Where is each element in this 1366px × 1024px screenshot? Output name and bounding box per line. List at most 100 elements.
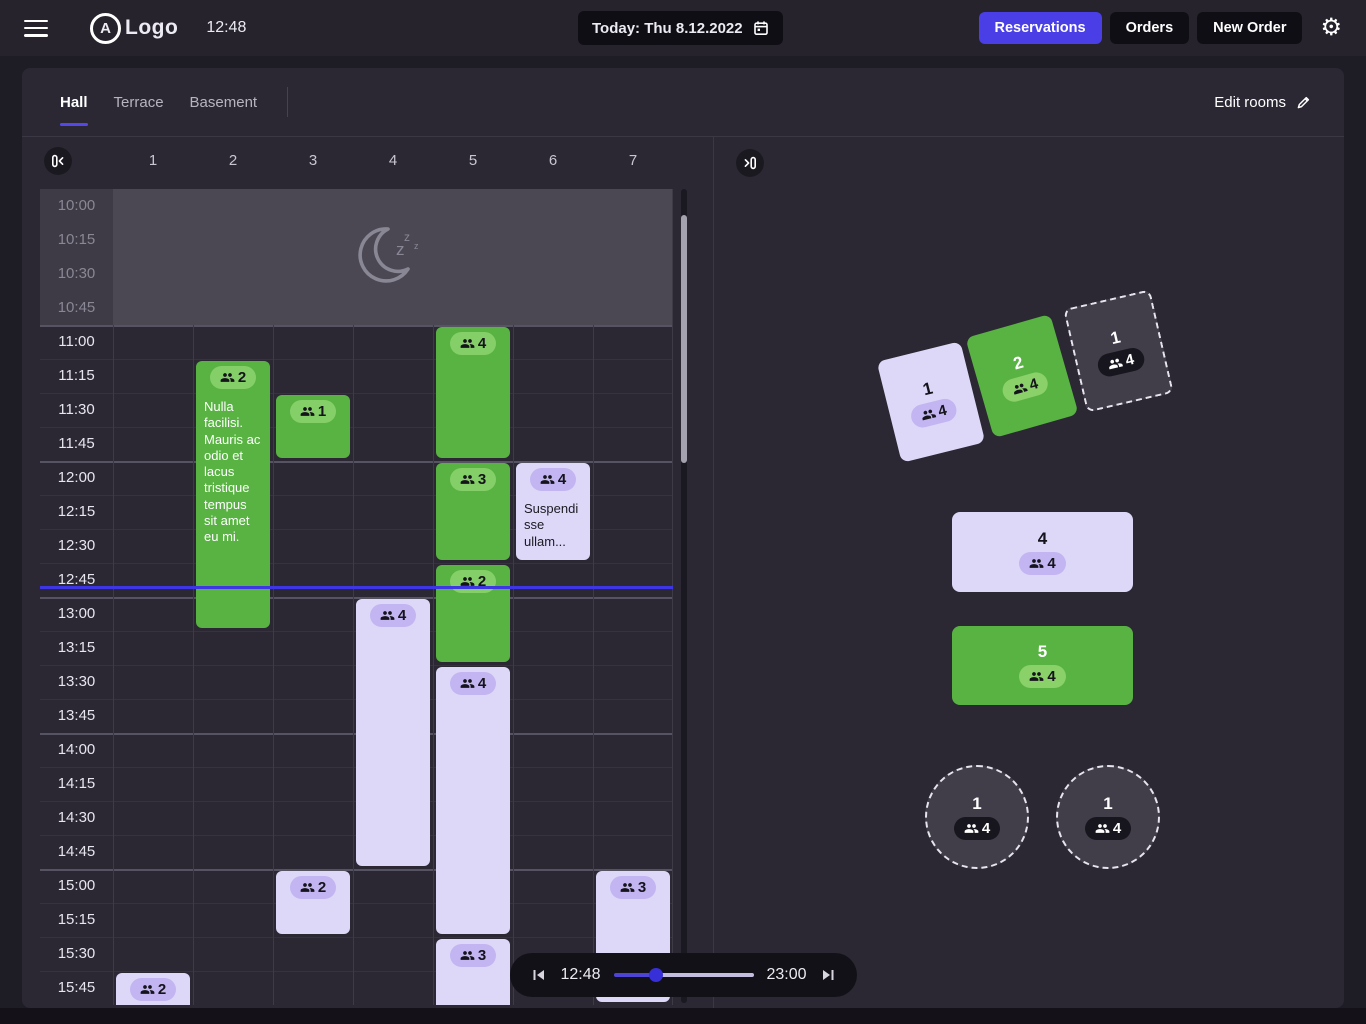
skip-to-end-button[interactable] <box>820 967 836 983</box>
reservation-block[interactable]: 4 <box>436 327 510 458</box>
time-label: 14:15 <box>57 775 96 792</box>
time-label: 11:00 <box>58 333 95 350</box>
time-label: 12:00 <box>57 469 96 486</box>
column-header-7: 7 <box>628 152 638 169</box>
grid-scrollbar[interactable] <box>681 189 687 1003</box>
time-label: 13:45 <box>57 707 96 724</box>
settings-gear-icon[interactable]: ⚙ <box>1320 14 1342 41</box>
reservation-block[interactable]: 4 Suspendisse ullam... <box>516 463 590 560</box>
reservation-grid[interactable]: z z z 4 2 Nulla facilisi. Mauris ac odio e… <box>113 189 673 1005</box>
guests-count: 1 <box>317 403 327 420</box>
seats-badge: 4 <box>1084 816 1132 840</box>
guests-count: 4 <box>477 335 487 352</box>
guests-count: 3 <box>637 879 647 896</box>
time-label: 14:45 <box>57 843 96 860</box>
playbar-current-time: 12:48 <box>560 966 601 983</box>
guests-icon <box>1109 358 1124 369</box>
guests-icon <box>460 577 475 586</box>
grid-scrollbar-thumb[interactable] <box>681 215 687 463</box>
column-header-3: 3 <box>308 152 318 169</box>
calendar-icon <box>753 21 768 36</box>
table-number: 1 <box>1103 793 1113 813</box>
time-label: 10:45 <box>57 299 96 316</box>
reservation-block[interactable]: 2 <box>116 973 190 1005</box>
collapse-timeline-button[interactable] <box>44 147 72 175</box>
topbar: A Logo 12:48 Today: Thu 8.12.2022 Reserv… <box>0 0 1366 56</box>
reservation-block[interactable]: 4 <box>436 667 510 934</box>
time-slider[interactable] <box>613 968 754 982</box>
seats-badge: 4 <box>999 369 1051 405</box>
edit-rooms-button[interactable]: Edit rooms <box>1214 94 1312 111</box>
seats-count: 4 <box>1123 350 1136 369</box>
seats-badge: 4 <box>1095 345 1147 379</box>
table-number: 2 <box>1010 352 1026 373</box>
reservation-block[interactable]: 2 <box>276 871 350 934</box>
table-number: 5 <box>1037 642 1048 661</box>
tab-hall[interactable]: Hall <box>60 88 88 126</box>
menu-icon[interactable] <box>24 19 48 37</box>
guests-badge: 4 <box>449 672 497 695</box>
reservations-button[interactable]: Reservations <box>978 12 1102 44</box>
guests-badge: 2 <box>129 978 177 1001</box>
seats-badge: 4 <box>908 395 959 430</box>
reservation-block[interactable]: 2 Nulla facilisi. Mauris ac odio et lacus… <box>196 361 270 628</box>
orders-button[interactable]: Orders <box>1109 12 1190 44</box>
new-order-button[interactable]: New Order <box>1197 12 1303 44</box>
guests-count: 3 <box>477 471 487 488</box>
table-number: 1 <box>920 378 935 399</box>
guests-badge: 2 <box>289 876 337 899</box>
skip-to-start-button[interactable] <box>531 967 547 983</box>
seats-badge: 4 <box>1019 665 1066 688</box>
time-slider-thumb[interactable] <box>648 968 663 982</box>
reservations-panel: Hall Terrace Basement Edit rooms 1 2 3 4 5 6 7… <box>22 68 1344 1008</box>
column-header-2: 2 <box>228 152 238 169</box>
guests-icon <box>300 407 315 416</box>
moon-zzz-icon: z z z <box>358 227 419 283</box>
time-label: 14:30 <box>57 809 96 826</box>
reservation-block[interactable]: 4 <box>356 599 430 866</box>
tabbar-divider-line <box>22 136 1344 137</box>
guests-badge: 4 <box>369 604 417 627</box>
time-playbar: 12:48 23:00 <box>510 953 857 997</box>
seats-count: 4 <box>1112 819 1122 837</box>
seats-count: 4 <box>936 401 949 420</box>
guests-badge: 1 <box>289 400 337 423</box>
reservation-block[interactable]: 1 <box>276 395 350 458</box>
guests-count: 2 <box>477 573 487 590</box>
reservation-block[interactable]: 3 <box>436 463 510 560</box>
clock: 12:48 <box>206 19 247 36</box>
guests-badge: 4 <box>449 332 497 355</box>
collapse-left-icon <box>51 154 64 168</box>
svg-text:z: z <box>414 241 419 251</box>
time-label: 15:30 <box>57 945 96 962</box>
tab-terrace[interactable]: Terrace <box>113 93 164 111</box>
time-label: 12:30 <box>57 537 96 554</box>
seats-count: 4 <box>1047 554 1056 572</box>
time-label: 14:00 <box>57 741 96 758</box>
pencil-icon <box>1297 96 1310 108</box>
time-label: 11:45 <box>58 435 95 452</box>
seats-count: 4 <box>1047 668 1056 685</box>
guests-icon <box>1095 823 1110 833</box>
collapse-right-icon <box>744 156 756 170</box>
guests-badge: 3 <box>609 876 657 899</box>
reservation-block[interactable]: 3 <box>436 939 510 1005</box>
reservation-block[interactable]: 2 <box>436 565 510 662</box>
logo-circle-icon: A <box>90 12 121 44</box>
date-picker-button[interactable]: Today: Thu 8.12.2022 <box>578 11 783 45</box>
guests-badge: 2 <box>209 366 257 389</box>
time-label: 10:15 <box>57 231 96 248</box>
guests-icon <box>140 985 155 994</box>
collapse-floorplan-button[interactable] <box>736 149 764 177</box>
tab-basement[interactable]: Basement <box>189 93 258 111</box>
guests-icon <box>1029 558 1044 568</box>
table-number: 4 <box>1037 528 1048 548</box>
room-tabbar: Hall Terrace Basement Edit rooms <box>22 68 1344 136</box>
